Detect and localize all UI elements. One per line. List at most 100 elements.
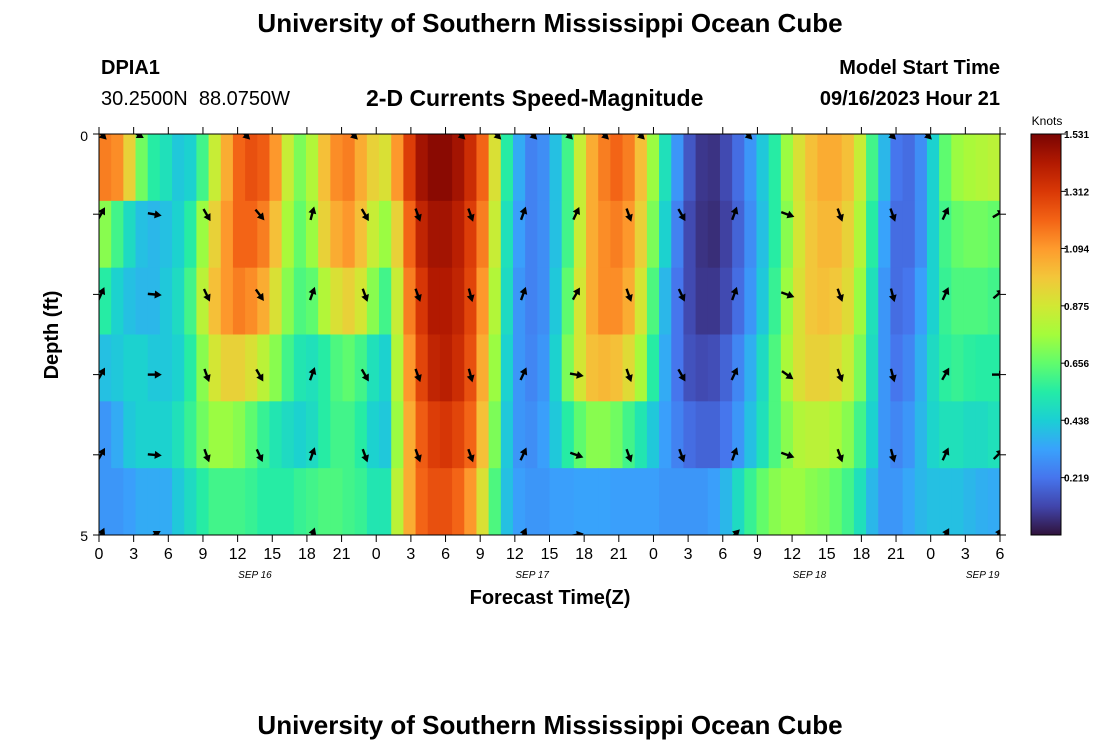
heatmap-cell <box>512 334 526 402</box>
heatmap-cell <box>805 334 818 402</box>
heatmap-cell <box>817 334 831 402</box>
current-arrow <box>360 208 369 222</box>
heatmap-cell <box>914 468 928 535</box>
heatmap-cell <box>269 468 283 535</box>
heatmap-cell <box>391 267 404 336</box>
heatmap-cell <box>500 401 514 469</box>
heatmap-cell <box>123 200 137 269</box>
heatmap-cell <box>269 401 283 469</box>
heatmap-cell <box>890 334 904 402</box>
heatmap-cell <box>780 200 794 269</box>
heatmap-cell <box>780 134 794 202</box>
heatmap-cell <box>744 401 758 469</box>
heatmap-cell <box>159 334 173 402</box>
heatmap-cell <box>147 200 161 269</box>
heatmap-cell <box>853 401 867 469</box>
heatmap-cell <box>476 401 490 469</box>
heatmap-cell <box>330 468 344 535</box>
heatmap-cell <box>744 134 758 202</box>
x-tick-label: 21 <box>887 546 905 563</box>
heatmap-cell <box>305 334 319 402</box>
colorbar-unit: Knots <box>1032 114 1063 128</box>
heatmap-cell <box>744 334 758 402</box>
heatmap-cell <box>634 267 648 336</box>
heatmap-cell <box>841 267 855 336</box>
heatmap-cell <box>914 134 928 202</box>
heatmap-cell <box>379 468 392 535</box>
heatmap-cell <box>354 334 368 402</box>
heatmap-cell <box>707 468 721 535</box>
colorbar-tick-label: 1.312 <box>1064 187 1089 198</box>
heatmap-cell <box>719 267 733 336</box>
x-tick-label: 9 <box>199 546 208 563</box>
x-tick-label: 0 <box>649 546 658 563</box>
heatmap-cell <box>525 134 538 202</box>
heatmap-cell <box>610 267 624 336</box>
heatmap-cell <box>220 334 234 402</box>
y-tick-label-bottom: 5 <box>80 528 88 544</box>
heatmap-cell <box>768 267 782 336</box>
heatmap-cell <box>866 401 879 469</box>
heatmap-cell <box>586 200 599 269</box>
x-date-label: SEP 18 <box>793 570 827 581</box>
heatmap-cell <box>659 334 672 402</box>
heatmap-cell <box>342 200 356 269</box>
heatmap-cell <box>439 267 453 336</box>
heatmap-cell <box>123 468 137 535</box>
current-arrow <box>730 286 739 301</box>
heatmap-cell <box>99 401 112 469</box>
heatmap-cell <box>488 267 502 336</box>
heatmap-cell <box>159 200 173 269</box>
heatmap-cell <box>866 200 879 269</box>
heatmap-cell <box>403 468 417 535</box>
heatmap-cell <box>220 267 234 336</box>
heatmap-cell <box>318 334 331 402</box>
current-arrow <box>730 367 739 381</box>
current-arrow <box>99 367 105 381</box>
heatmap-cell <box>342 134 356 202</box>
current-arrow <box>888 448 897 463</box>
current-arrow <box>519 286 528 301</box>
current-arrow <box>148 531 161 535</box>
heatmap-cell <box>975 134 989 202</box>
heatmap-cell <box>464 267 478 336</box>
heatmap-cell <box>232 134 246 202</box>
current-arrow <box>147 370 162 379</box>
current-arrow <box>889 208 897 222</box>
heatmap-cell <box>561 134 575 202</box>
heatmap-cell <box>269 267 283 336</box>
x-tick-label: 15 <box>541 546 559 563</box>
current-arrow <box>836 288 844 302</box>
heatmap-cell <box>403 334 417 402</box>
heatmap-cell <box>476 200 490 269</box>
heatmap-cell <box>305 200 319 269</box>
heatmap-cell <box>159 134 173 202</box>
heatmap-cell <box>805 200 818 269</box>
heatmap-cell <box>805 401 818 469</box>
heatmap-cell <box>634 200 648 269</box>
heatmap-cell <box>464 134 478 202</box>
current-arrow <box>625 208 633 222</box>
heatmap-cell <box>634 401 648 469</box>
heatmap-cell <box>257 334 271 402</box>
colorbar <box>1030 133 1062 536</box>
heatmap-cell <box>707 334 721 402</box>
heatmap-cell <box>622 334 636 402</box>
heatmap-cell <box>464 200 478 269</box>
heatmap-cell <box>123 401 137 469</box>
x-tick-label: 0 <box>926 546 935 563</box>
current-arrow <box>941 447 950 461</box>
current-arrow <box>730 447 739 461</box>
heatmap-cell <box>561 200 575 269</box>
heatmap-cell <box>586 134 599 202</box>
heatmap-cell <box>719 334 733 402</box>
heatmap-cell <box>707 267 721 336</box>
heatmap-cell <box>793 200 806 269</box>
current-arrow <box>308 447 317 461</box>
colorbar-tick-label: 1.094 <box>1064 244 1089 255</box>
heatmap-cell <box>586 334 599 402</box>
heatmap-cell <box>403 200 417 269</box>
heatmap-cell <box>634 468 648 535</box>
heatmap-cell <box>172 468 185 535</box>
current-arrow <box>519 527 528 535</box>
